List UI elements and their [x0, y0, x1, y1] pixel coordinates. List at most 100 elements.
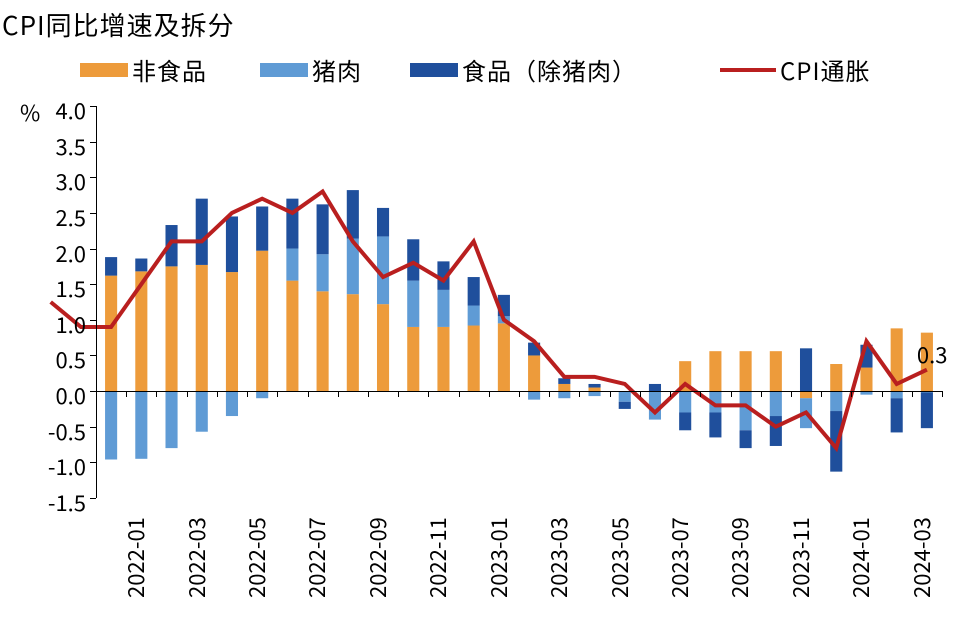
bar-pork	[891, 391, 903, 398]
bar-food-ex-pork	[377, 208, 389, 237]
bar-pork	[317, 254, 329, 291]
bar-food-ex-pork	[588, 384, 600, 388]
bar-food-ex-pork	[921, 393, 933, 429]
bar-food-ex-pork	[649, 384, 661, 391]
bar-non-food	[407, 327, 419, 391]
x-tick-mark	[610, 391, 611, 397]
bar-pork	[468, 306, 480, 326]
bar-food-ex-pork	[619, 402, 631, 409]
bar-non-food	[800, 391, 812, 398]
bar-pork	[256, 391, 268, 398]
bar-food-ex-pork	[135, 259, 147, 272]
x-tick-mark	[851, 391, 852, 397]
x-tick-mark	[187, 391, 188, 397]
y-tick-label: 0.5	[16, 343, 86, 375]
bar-pork	[437, 290, 449, 327]
x-tick-mark	[368, 391, 369, 397]
bar-pork	[165, 391, 177, 448]
y-tick-label: 2.0	[16, 237, 86, 269]
x-tick-label: 2022-11	[421, 517, 453, 598]
bar-food-ex-pork	[286, 199, 298, 249]
x-tick-mark	[217, 391, 218, 397]
x-tick-mark	[670, 391, 671, 397]
x-tick-label: 2022-09	[361, 517, 393, 598]
bar-food-ex-pork	[770, 416, 782, 446]
bar-non-food	[196, 265, 208, 391]
bar-food-ex-pork	[679, 412, 691, 430]
bar-food-ex-pork	[740, 430, 752, 448]
bar-food-ex-pork	[105, 257, 117, 276]
y-tick-label: 1.0	[16, 308, 86, 340]
bar-pork	[619, 391, 631, 402]
x-tick-mark	[640, 391, 641, 397]
x-tick-mark	[96, 391, 97, 397]
x-tick-mark	[459, 391, 460, 397]
x-tick-mark	[308, 391, 309, 397]
y-tick-label: 0.0	[16, 379, 86, 411]
x-tick-mark	[398, 391, 399, 397]
bar-non-food	[770, 351, 782, 391]
y-tick-label: -1.5	[16, 486, 86, 518]
bar-non-food	[256, 251, 268, 391]
x-tick-label: 2024-01	[844, 517, 876, 598]
bar-food-ex-pork	[468, 277, 480, 306]
bar-non-food	[830, 364, 842, 391]
x-tick-mark	[277, 391, 278, 397]
y-axis-line	[96, 106, 97, 498]
bar-food-ex-pork	[891, 398, 903, 432]
x-tick-label: 2022-07	[300, 517, 332, 598]
y-tick-label: 3.0	[16, 165, 86, 197]
bar-pork	[649, 391, 661, 420]
bar-food-ex-pork	[800, 348, 812, 391]
x-tick-label: 2023-11	[784, 517, 816, 598]
y-tick-label: 1.5	[16, 272, 86, 304]
bar-non-food	[558, 384, 570, 391]
bar-pork	[286, 249, 298, 281]
x-tick-mark	[791, 391, 792, 397]
y-tick-label: -1.0	[16, 450, 86, 482]
bar-non-food	[226, 272, 238, 391]
bar-non-food	[437, 327, 449, 391]
bar-pork	[830, 391, 842, 411]
bar-pork	[226, 391, 238, 416]
bar-food-ex-pork	[407, 239, 419, 280]
last-point-label: 0.3	[917, 338, 948, 370]
bar-non-food	[377, 304, 389, 391]
x-tick-mark	[700, 391, 701, 397]
bar-pork	[135, 391, 147, 459]
x-tick-mark	[882, 391, 883, 397]
y-tick-label: -0.5	[16, 415, 86, 447]
bar-pork	[679, 391, 691, 412]
x-tick-label: 2023-01	[482, 517, 514, 598]
x-tick-label: 2022-05	[240, 517, 272, 598]
bar-non-food	[528, 355, 540, 391]
x-tick-mark	[761, 391, 762, 397]
x-tick-label: 2023-03	[542, 517, 574, 598]
x-tick-label: 2023-05	[603, 517, 635, 598]
bar-food-ex-pork	[709, 412, 721, 437]
bar-food-ex-pork	[317, 204, 329, 254]
bar-non-food	[347, 294, 359, 391]
bar-pork	[105, 391, 117, 459]
bar-non-food	[286, 281, 298, 391]
y-tick-label: 2.5	[16, 201, 86, 233]
x-tick-label: 2024-03	[905, 517, 937, 598]
x-tick-label: 2022-03	[180, 517, 212, 598]
x-tick-mark	[519, 391, 520, 397]
x-tick-mark	[126, 391, 127, 397]
bar-non-food	[860, 368, 872, 392]
bar-pork	[196, 391, 208, 432]
bar-pork	[407, 281, 419, 327]
bar-pork	[770, 391, 782, 416]
x-tick-label: 2023-09	[723, 517, 755, 598]
bar-non-food	[105, 276, 117, 391]
x-tick-label: 2022-01	[119, 517, 151, 598]
y-tick-label: 3.5	[16, 130, 86, 162]
bar-non-food	[709, 351, 721, 391]
x-tick-mark	[338, 391, 339, 397]
bar-non-food	[498, 323, 510, 391]
x-tick-mark	[731, 391, 732, 397]
x-tick-mark	[247, 391, 248, 397]
bar-pork	[528, 391, 540, 400]
x-tick-mark	[821, 391, 822, 397]
